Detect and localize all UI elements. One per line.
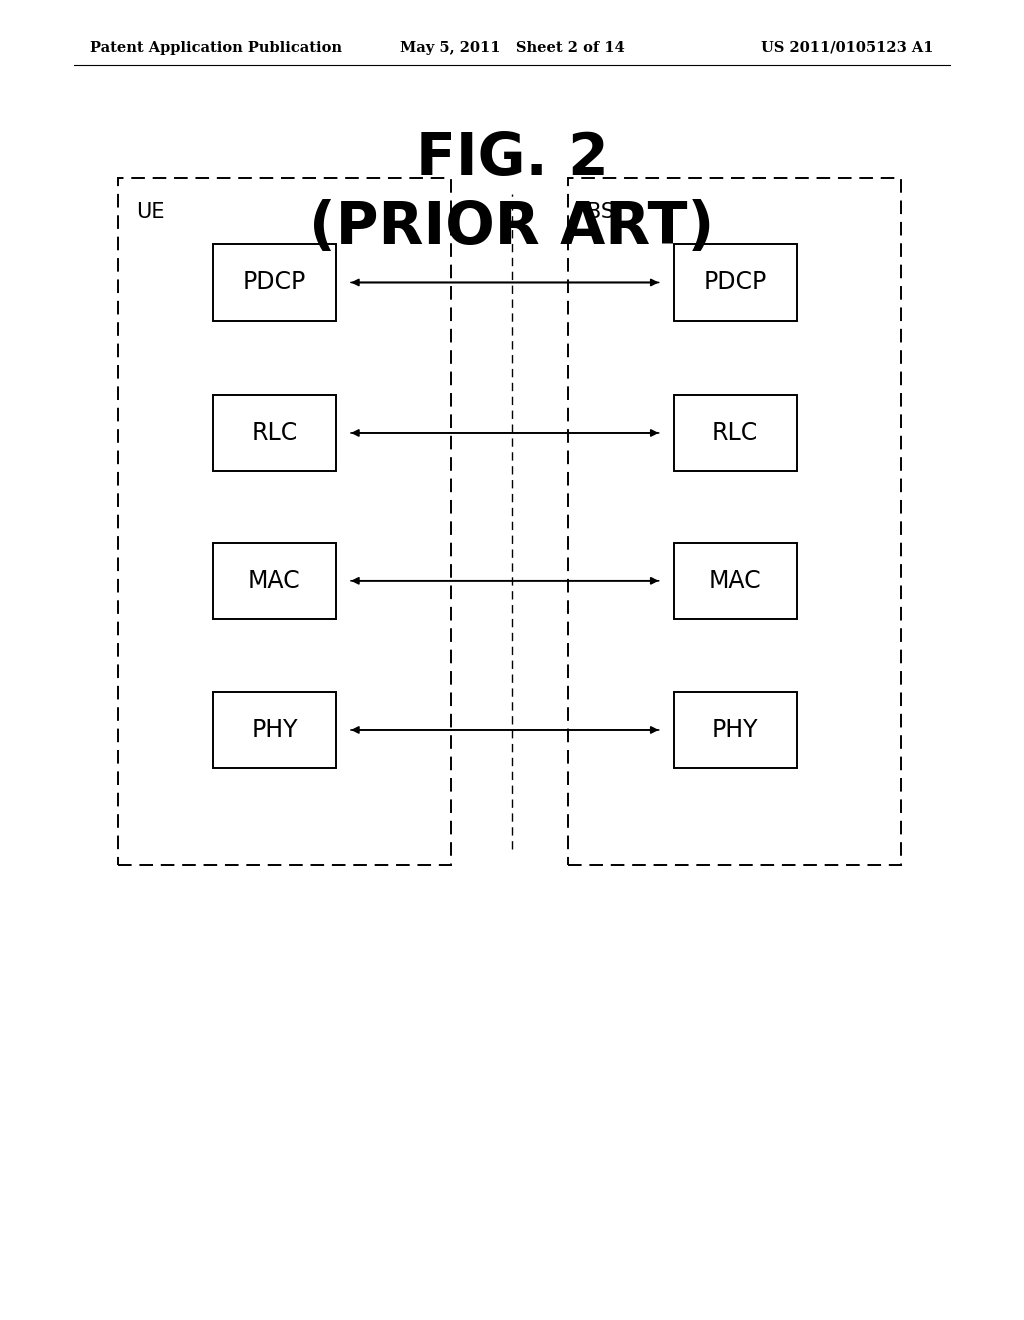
Bar <box>213 543 336 619</box>
Text: UE: UE <box>136 202 165 222</box>
Bar <box>674 395 797 471</box>
Text: US 2011/0105123 A1: US 2011/0105123 A1 <box>762 41 934 54</box>
Text: PHY: PHY <box>712 718 759 742</box>
Text: MAC: MAC <box>248 569 301 593</box>
Bar <box>674 543 797 619</box>
Bar <box>674 692 797 768</box>
Bar <box>118 178 451 865</box>
Text: Patent Application Publication: Patent Application Publication <box>90 41 342 54</box>
Text: RLC: RLC <box>712 421 759 445</box>
Text: PDCP: PDCP <box>243 271 306 294</box>
Text: FIG. 2: FIG. 2 <box>416 129 608 187</box>
Text: PHY: PHY <box>251 718 298 742</box>
Text: PDCP: PDCP <box>703 271 767 294</box>
Text: MAC: MAC <box>709 569 762 593</box>
Bar <box>213 244 336 321</box>
Text: (PRIOR ART): (PRIOR ART) <box>309 198 715 256</box>
Bar <box>213 395 336 471</box>
Text: BS: BS <box>587 202 613 222</box>
Text: RLC: RLC <box>251 421 298 445</box>
Text: May 5, 2011   Sheet 2 of 14: May 5, 2011 Sheet 2 of 14 <box>399 41 625 54</box>
Bar <box>213 692 336 768</box>
Bar <box>568 178 901 865</box>
Bar <box>674 244 797 321</box>
